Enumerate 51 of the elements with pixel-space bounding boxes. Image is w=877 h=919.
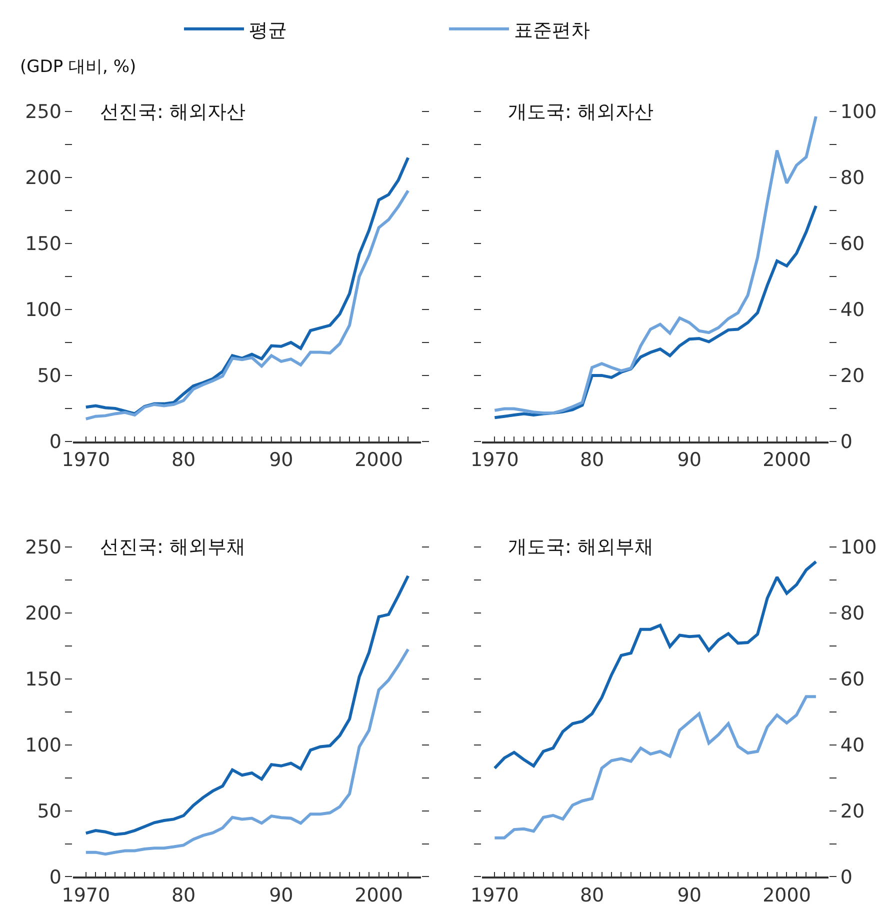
y2-tick-label: 0 bbox=[840, 431, 853, 454]
x-tick-label: 1970 bbox=[470, 884, 519, 906]
y-tick-label: 50 bbox=[37, 800, 62, 822]
x-tick-label: 90 bbox=[269, 884, 294, 906]
y-tick-label: 250 bbox=[25, 536, 62, 558]
y-tick-label: 0 bbox=[49, 866, 62, 888]
y-tick-label: 150 bbox=[25, 668, 62, 690]
y2-tick-label: 40 bbox=[840, 734, 865, 756]
y2-tick-label: 40 bbox=[840, 299, 865, 322]
y2-tick-label: 80 bbox=[840, 602, 865, 624]
y2-tick-label: 100 bbox=[840, 536, 877, 558]
y-tick-label: 100 bbox=[25, 734, 62, 756]
y-tick-label: 200 bbox=[25, 602, 62, 624]
line-series bbox=[493, 695, 818, 840]
x-tick-label: 80 bbox=[580, 448, 604, 471]
x-tick-label: 2000 bbox=[354, 448, 403, 471]
x-tick-label: 80 bbox=[580, 884, 604, 906]
y2-tick-label: 0 bbox=[840, 866, 853, 888]
y2-tick-label: 60 bbox=[840, 233, 865, 256]
y-tick-label: 250 bbox=[25, 101, 62, 124]
x-tick-label: 2000 bbox=[762, 884, 811, 906]
chart-title: 선진국: 해외부채 bbox=[100, 536, 246, 558]
x-tick-label: 1970 bbox=[62, 448, 110, 471]
x-tick-label: 90 bbox=[677, 448, 702, 471]
chart-title: 개도국: 해외부채 bbox=[508, 536, 654, 558]
y2-tick-label: 100 bbox=[840, 101, 877, 124]
y2-tick-label: 60 bbox=[840, 668, 865, 690]
y-tick-label: 150 bbox=[25, 233, 62, 256]
x-tick-label: 2000 bbox=[354, 884, 403, 906]
y2-tick-label: 20 bbox=[840, 365, 865, 388]
y-axis-title: (GDP 대비, %) bbox=[20, 57, 136, 77]
x-tick-label: 2000 bbox=[762, 448, 811, 471]
y-tick-label: 100 bbox=[25, 299, 62, 322]
y2-tick-label: 20 bbox=[840, 800, 865, 822]
x-tick-label: 80 bbox=[171, 448, 196, 471]
x-tick-label: 80 bbox=[171, 884, 196, 906]
y2-tick-label: 80 bbox=[840, 167, 865, 190]
line-series bbox=[84, 574, 410, 836]
x-tick-label: 1970 bbox=[62, 884, 110, 906]
x-tick-label: 90 bbox=[677, 884, 702, 906]
x-tick-label: 1970 bbox=[470, 448, 519, 471]
chart-title: 개도국: 해외자산 bbox=[508, 101, 654, 123]
chart-title: 선진국: 해외자산 bbox=[100, 101, 246, 123]
legend-label: 표준편차 bbox=[514, 19, 590, 42]
x-tick-label: 90 bbox=[269, 448, 294, 471]
y-tick-label: 200 bbox=[25, 167, 62, 190]
line-series bbox=[84, 648, 410, 856]
legend-label: 평균 bbox=[249, 19, 287, 42]
y-tick-label: 0 bbox=[49, 431, 62, 454]
line-series bbox=[493, 560, 818, 770]
y-tick-label: 50 bbox=[37, 365, 62, 388]
